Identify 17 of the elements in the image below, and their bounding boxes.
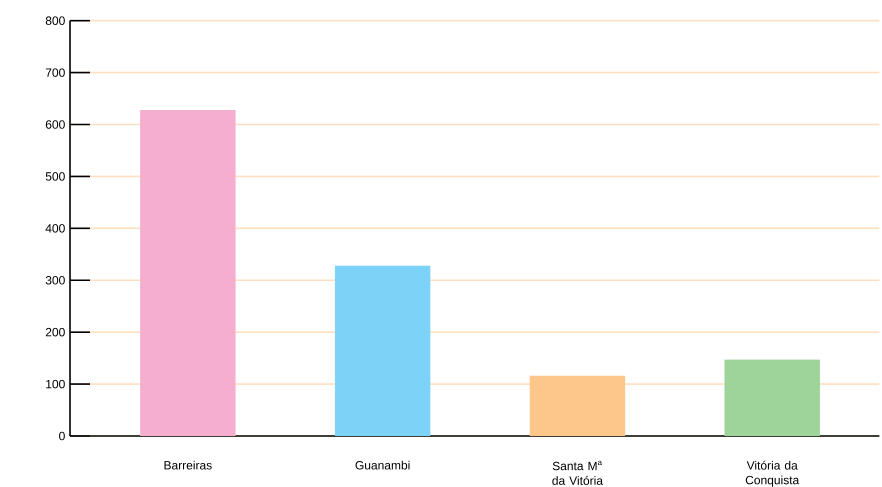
bar: [724, 360, 820, 436]
y-tick-label: 400: [46, 224, 65, 233]
x-tick-label: Guanambi: [356, 460, 410, 470]
category-label: Santa M$^{a}$ da Vitória: [552, 460, 603, 485]
y-tick-label: 700: [46, 68, 65, 77]
bar: [334, 266, 430, 436]
y-tick-label: 600: [46, 120, 65, 129]
y-tick-label: 0: [59, 432, 65, 440]
bar: [530, 376, 626, 436]
y-tick-label: 100: [46, 380, 65, 388]
bar: [140, 110, 236, 436]
x-tick-label: Barreiras: [164, 460, 212, 470]
y-tick-label: 800: [46, 16, 65, 25]
y-tick-label: 500: [46, 172, 65, 181]
y-tick-label: 300: [46, 276, 65, 285]
x-tick-label: Vitória da Conquista: [746, 460, 800, 487]
y-tick-label: 200: [46, 328, 65, 336]
